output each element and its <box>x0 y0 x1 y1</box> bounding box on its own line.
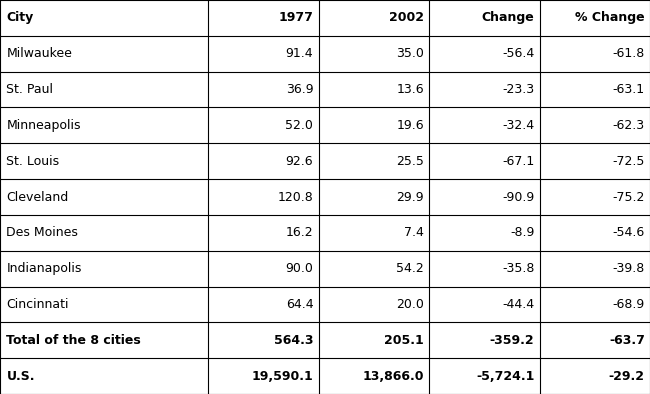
Text: -359.2: -359.2 <box>489 334 534 347</box>
Text: -32.4: -32.4 <box>502 119 534 132</box>
Text: Change: Change <box>482 11 534 24</box>
Text: Minneapolis: Minneapolis <box>6 119 81 132</box>
Text: Des Moines: Des Moines <box>6 226 79 239</box>
Text: -29.2: -29.2 <box>609 370 645 383</box>
Text: Cincinnati: Cincinnati <box>6 298 69 311</box>
Text: 90.0: 90.0 <box>285 262 313 275</box>
Text: St. Louis: St. Louis <box>6 155 60 168</box>
Text: 52.0: 52.0 <box>285 119 313 132</box>
Text: 19,590.1: 19,590.1 <box>252 370 313 383</box>
Text: 120.8: 120.8 <box>278 191 313 203</box>
Text: -39.8: -39.8 <box>612 262 645 275</box>
Text: Cleveland: Cleveland <box>6 191 69 203</box>
Text: 92.6: 92.6 <box>286 155 313 168</box>
Text: 25.5: 25.5 <box>396 155 424 168</box>
Text: 35.0: 35.0 <box>396 47 424 60</box>
Text: Milwaukee: Milwaukee <box>6 47 72 60</box>
Text: -75.2: -75.2 <box>612 191 645 203</box>
Text: % Change: % Change <box>575 11 645 24</box>
Text: -8.9: -8.9 <box>510 226 534 239</box>
Text: 36.9: 36.9 <box>286 83 313 96</box>
Text: 13.6: 13.6 <box>396 83 424 96</box>
Text: -63.1: -63.1 <box>613 83 645 96</box>
Text: -67.1: -67.1 <box>502 155 534 168</box>
Text: 29.9: 29.9 <box>396 191 424 203</box>
Text: St. Paul: St. Paul <box>6 83 53 96</box>
Text: 13,866.0: 13,866.0 <box>362 370 424 383</box>
Text: 564.3: 564.3 <box>274 334 313 347</box>
Text: -68.9: -68.9 <box>612 298 645 311</box>
Text: -61.8: -61.8 <box>612 47 645 60</box>
Text: -44.4: -44.4 <box>502 298 534 311</box>
Text: -90.9: -90.9 <box>502 191 534 203</box>
Text: -5,724.1: -5,724.1 <box>476 370 534 383</box>
Text: 91.4: 91.4 <box>286 47 313 60</box>
Text: 19.6: 19.6 <box>396 119 424 132</box>
Text: -54.6: -54.6 <box>612 226 645 239</box>
Text: -35.8: -35.8 <box>502 262 534 275</box>
Text: -62.3: -62.3 <box>613 119 645 132</box>
Text: Total of the 8 cities: Total of the 8 cities <box>6 334 141 347</box>
Text: 16.2: 16.2 <box>286 226 313 239</box>
Text: -23.3: -23.3 <box>502 83 534 96</box>
Text: -63.7: -63.7 <box>609 334 645 347</box>
Text: 1977: 1977 <box>278 11 313 24</box>
Text: -72.5: -72.5 <box>612 155 645 168</box>
Text: 64.4: 64.4 <box>286 298 313 311</box>
Text: City: City <box>6 11 34 24</box>
Text: Indianapolis: Indianapolis <box>6 262 82 275</box>
Text: 7.4: 7.4 <box>404 226 424 239</box>
Text: 20.0: 20.0 <box>396 298 424 311</box>
Text: U.S.: U.S. <box>6 370 35 383</box>
Text: 205.1: 205.1 <box>384 334 424 347</box>
Text: -56.4: -56.4 <box>502 47 534 60</box>
Text: 54.2: 54.2 <box>396 262 424 275</box>
Text: 2002: 2002 <box>389 11 424 24</box>
